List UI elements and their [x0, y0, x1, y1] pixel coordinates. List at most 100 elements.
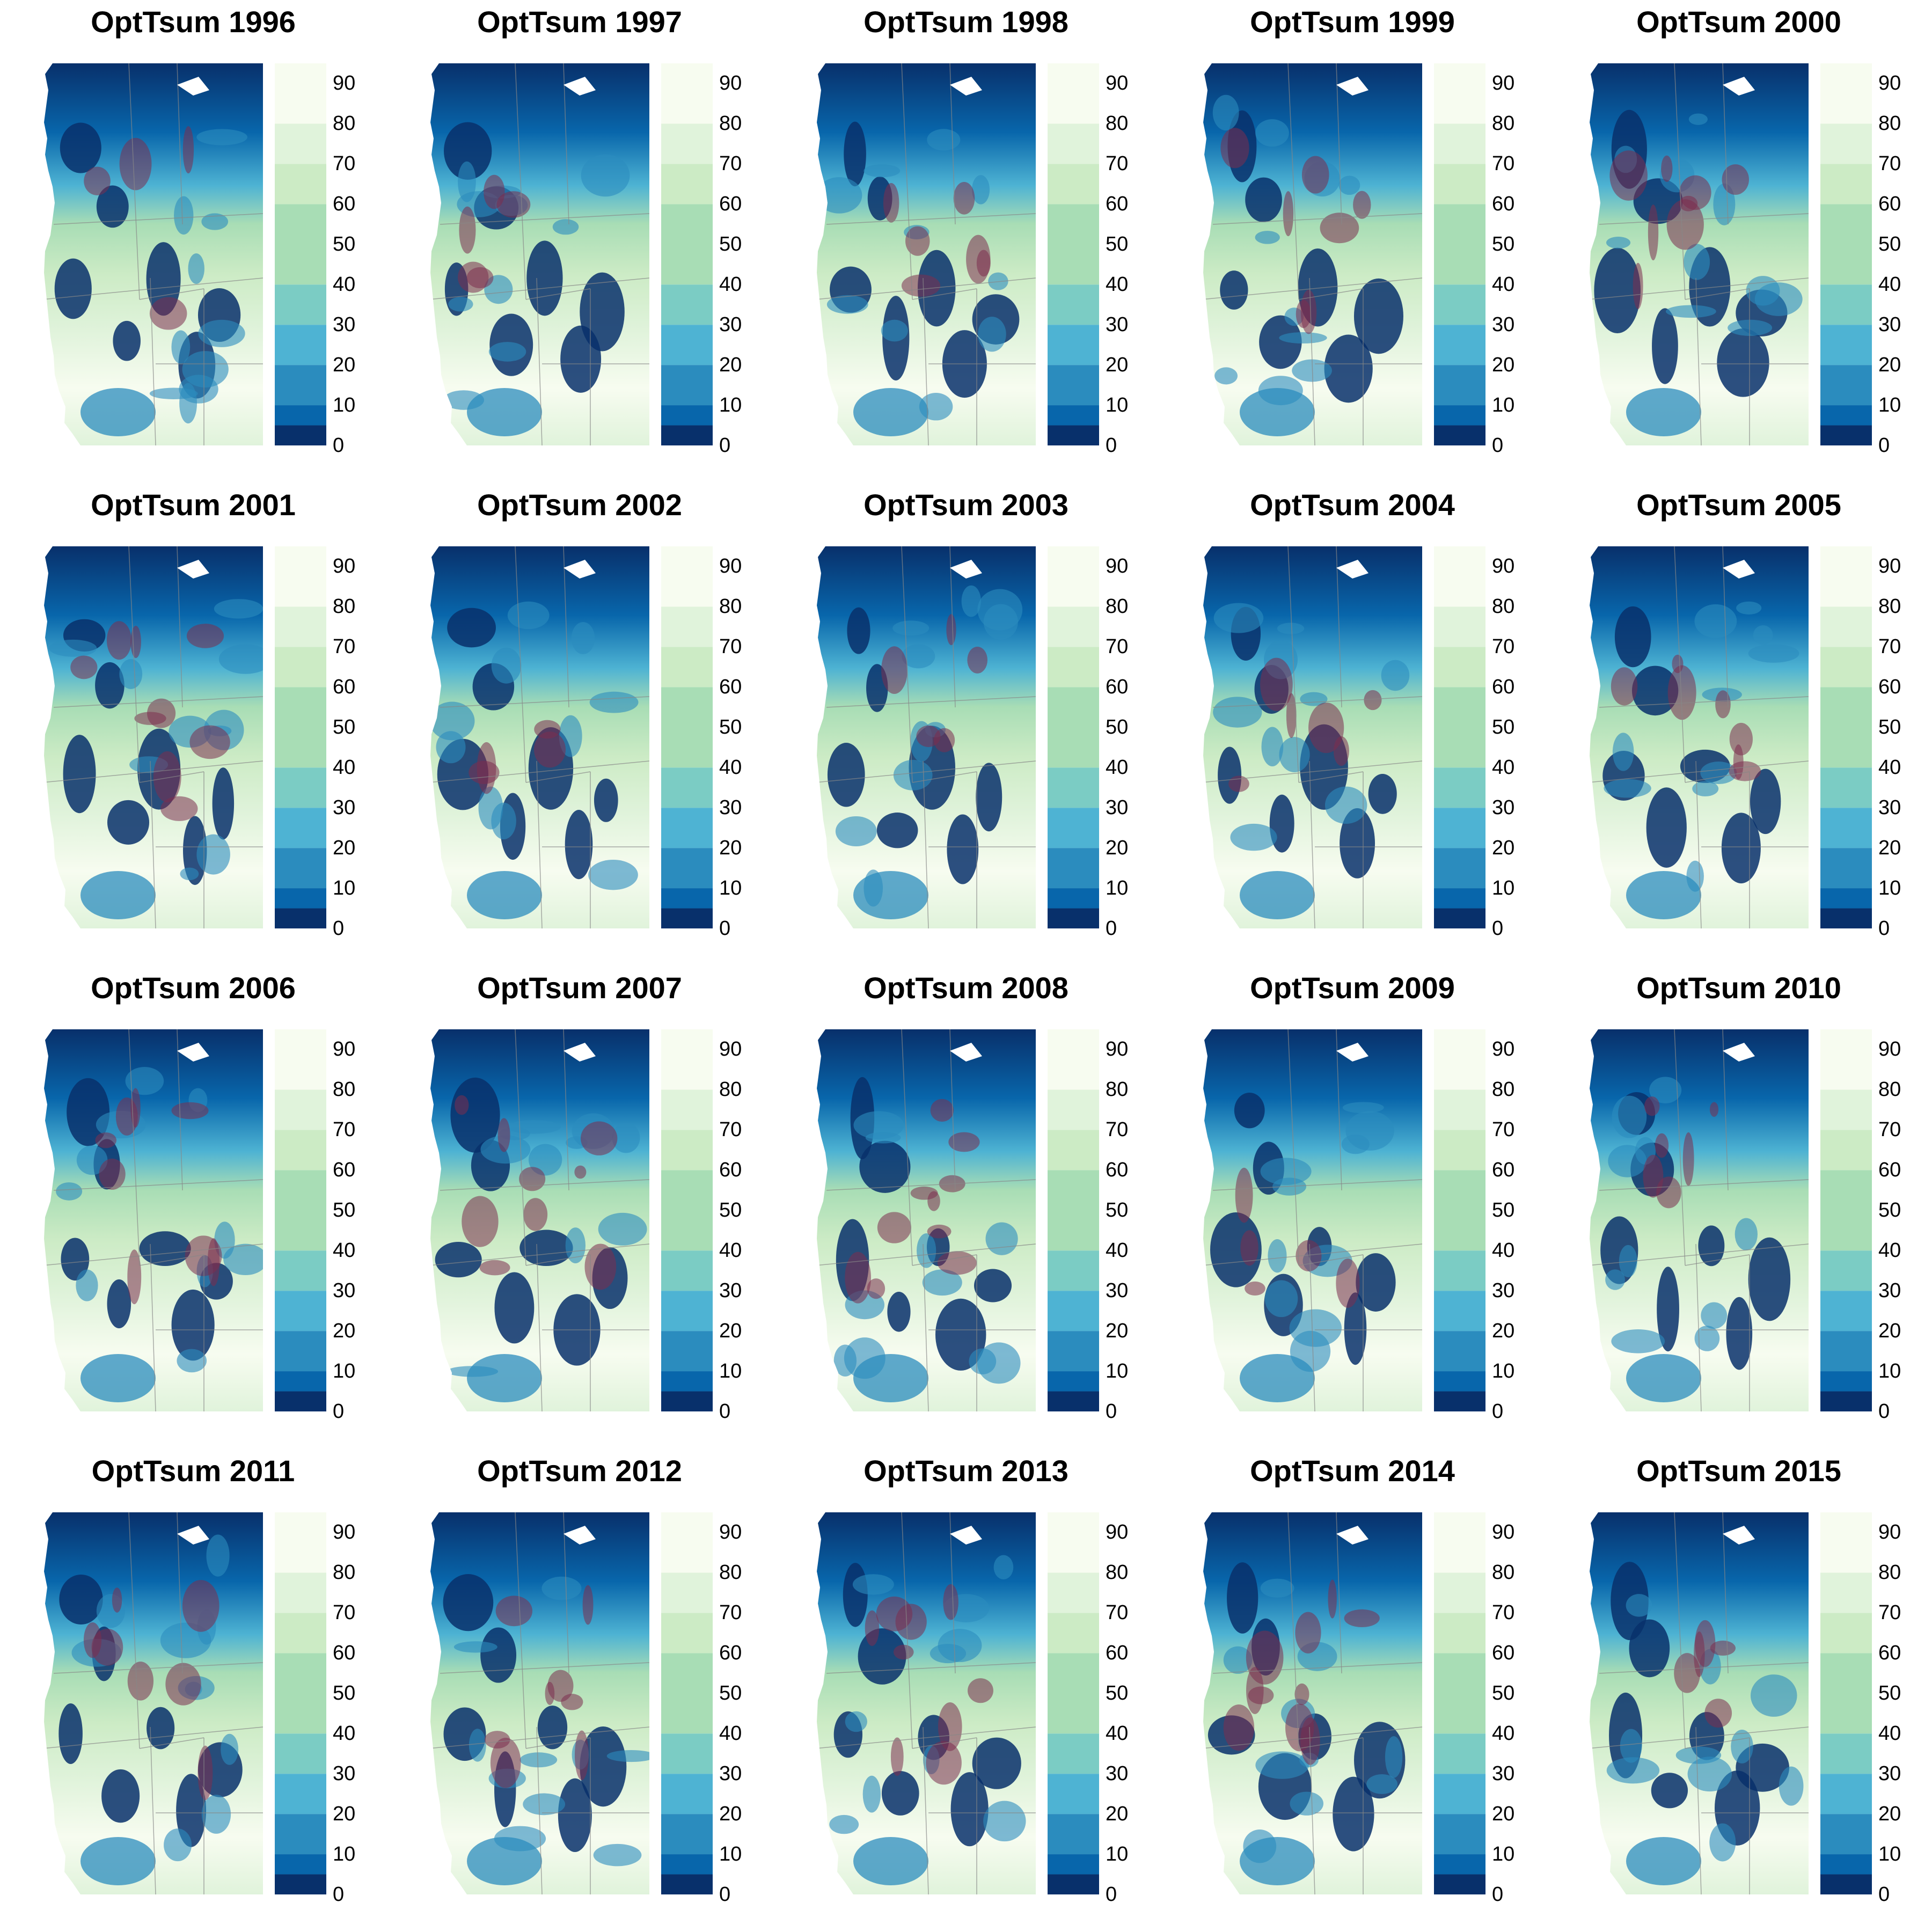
- mid-region: [1688, 113, 1708, 125]
- boundary-line: [949, 546, 956, 708]
- colorbar-ticks: 0 10 20 30 40 50 60 70 80 90: [333, 63, 381, 456]
- mid-region: [1753, 625, 1773, 645]
- mid-region: [174, 196, 194, 235]
- colorbar-tick-label: 60: [1106, 676, 1129, 699]
- cold-region: [859, 1140, 911, 1193]
- southwest-region: [1626, 871, 1701, 919]
- overlay-patch: [930, 1099, 954, 1122]
- colorbar-bin: [1434, 204, 1485, 285]
- colorbar-bin: [1048, 647, 1099, 687]
- colorbar-bin: [1820, 164, 1872, 204]
- mid-region: [76, 1269, 98, 1301]
- colorbar-bin: [1434, 848, 1485, 889]
- lake: [564, 560, 596, 579]
- colorbar-bin: [1048, 767, 1099, 808]
- colorbar-tick-label: 70: [1492, 635, 1515, 658]
- boundary-line: [1599, 696, 1809, 708]
- colorbar-tick-label: 70: [1492, 1118, 1515, 1141]
- colorbar-tick-label: 60: [719, 1642, 742, 1665]
- boundary-line: [1590, 1243, 1809, 1266]
- southwest-region: [80, 1354, 156, 1402]
- mid-region: [1684, 244, 1710, 280]
- mid-region: [1611, 1329, 1665, 1353]
- mid-region: [1214, 367, 1238, 385]
- colorbar-bin: [275, 1733, 326, 1774]
- colorbar-tick-label: 10: [333, 877, 356, 900]
- lake: [1336, 1526, 1368, 1545]
- colorbar-tick-label: 40: [1106, 1722, 1129, 1745]
- mid-region: [214, 599, 263, 619]
- overlay-patch: [937, 1251, 977, 1275]
- colorbar-bin: [275, 767, 326, 808]
- boundary-line: [525, 771, 591, 783]
- colorbar-tick-label: 50: [1492, 1199, 1515, 1222]
- opttsum-map: [430, 63, 649, 445]
- opttsum-map: [44, 1029, 263, 1411]
- overlay-patch: [484, 1731, 510, 1749]
- overlay-patch: [1295, 1612, 1321, 1653]
- overlay-patch: [127, 1249, 142, 1305]
- lake: [1336, 560, 1368, 579]
- boundary-line: [817, 277, 1036, 300]
- mid-region: [1608, 1145, 1647, 1177]
- boundary-line: [901, 546, 913, 783]
- boundary-line: [1336, 1029, 1342, 1191]
- opttsum-map: [430, 546, 649, 928]
- overlay-patch: [106, 621, 132, 660]
- colorbar-tick-label: 70: [333, 635, 356, 658]
- cold-region: [827, 743, 865, 807]
- cold-region: [876, 813, 918, 848]
- boundary-line: [139, 1737, 204, 1749]
- lake: [1336, 77, 1368, 96]
- colorbar-tick-label: 50: [1878, 716, 1901, 739]
- mid-region: [1694, 604, 1737, 638]
- overlay-patch: [1364, 690, 1382, 711]
- panel-title: OptTsum 2007: [477, 971, 682, 1005]
- boundary-line: [128, 63, 140, 300]
- overlay-patch: [149, 297, 187, 330]
- overlay-patch: [865, 1610, 880, 1646]
- colorbar-tick-label: 60: [719, 193, 742, 216]
- mid-region: [49, 639, 97, 657]
- boundary-line: [563, 1029, 569, 1191]
- map-panel: OptTsum 2012 0 10 20 30 40 50 60 70 80 90: [386, 1449, 773, 1932]
- cold-region: [443, 1574, 494, 1631]
- lake: [564, 77, 596, 96]
- colorbar-bin: [1820, 1733, 1872, 1774]
- colorbar-tick-label: 70: [333, 152, 356, 175]
- colorbar-bin: [1048, 1814, 1099, 1855]
- colorbar-tick-label: 60: [1878, 1642, 1901, 1665]
- lake: [950, 1526, 982, 1545]
- colorbar-bin: [275, 204, 326, 285]
- mid-region: [1223, 1646, 1253, 1674]
- colorbar-bin: [1820, 1029, 1872, 1090]
- colorbar-tick-label: 30: [1878, 1279, 1901, 1302]
- colorbar-bin: [1820, 1089, 1872, 1130]
- colorbar-tick-label: 60: [333, 1642, 356, 1665]
- colorbar-tick-label: 70: [1106, 1601, 1129, 1624]
- colorbar-bin: [1048, 1391, 1099, 1411]
- lake: [1723, 560, 1755, 579]
- boundary-line: [430, 1726, 649, 1749]
- mid-region: [862, 1775, 881, 1813]
- mid-region: [1289, 1309, 1342, 1347]
- mid-region: [983, 1801, 1026, 1842]
- overlay-patch: [84, 166, 111, 195]
- colorbar: [1048, 63, 1099, 445]
- panel-title: OptTsum 2011: [91, 1454, 295, 1488]
- panel-title: OptTsum 2000: [1636, 5, 1841, 39]
- overlay-patch: [976, 250, 991, 277]
- boundary-line: [1203, 760, 1422, 783]
- mid-region: [177, 1349, 207, 1373]
- colorbar-tick-label: 50: [1492, 233, 1515, 256]
- mid-region: [1260, 1578, 1294, 1598]
- colorbar: [275, 63, 326, 445]
- overlay-patch: [1294, 1683, 1309, 1706]
- colorbar-bin: [1820, 647, 1872, 687]
- cold-region: [1344, 1292, 1367, 1365]
- boundary-line: [536, 277, 543, 445]
- cold-region: [96, 185, 129, 228]
- overlay-patch: [1704, 1699, 1732, 1728]
- colorbar-bin: [1820, 687, 1872, 768]
- overlay-patch: [95, 1132, 117, 1148]
